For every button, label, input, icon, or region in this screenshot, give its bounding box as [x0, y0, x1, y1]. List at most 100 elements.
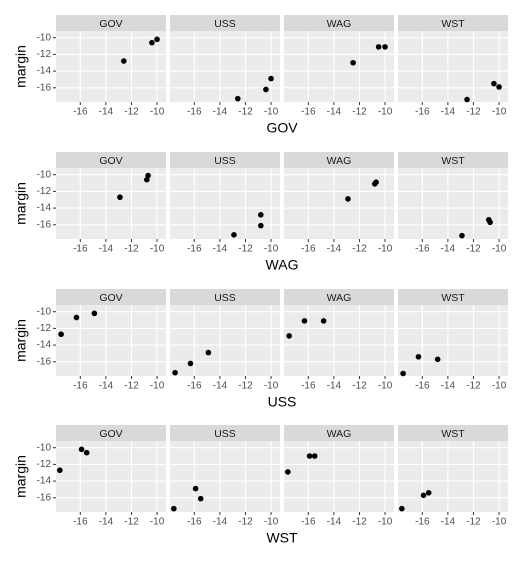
x-tick-label: -14: [99, 517, 114, 528]
x-tick-label: -14: [441, 244, 456, 255]
strip: [398, 152, 508, 168]
panel: [284, 305, 394, 376]
x-tick-label: -10: [264, 517, 279, 528]
x-tick-label: -14: [327, 244, 342, 255]
strip: [284, 289, 394, 305]
x-tick-label: -12: [352, 107, 367, 118]
point: [154, 36, 160, 43]
panel: [56, 441, 166, 512]
x-tick-label: -12: [238, 107, 253, 118]
point: [192, 485, 199, 492]
panel: [170, 305, 280, 376]
x-tick-label: -12: [352, 381, 367, 392]
x-tick-label: -10: [492, 381, 507, 392]
facet-label: USS: [214, 155, 236, 167]
y-tick-label: -16: [37, 82, 52, 93]
point: [301, 318, 308, 324]
y-tick-label: -14: [37, 66, 52, 77]
x-tick-label: -14: [99, 244, 114, 255]
y-axis-title: margin: [13, 455, 29, 498]
x-tick-label: -16: [301, 517, 316, 528]
point: [234, 95, 241, 102]
x-tick-label: -10: [150, 381, 165, 392]
x-tick-label: -12: [124, 107, 139, 118]
x-tick-label: -12: [352, 244, 367, 255]
panel: [56, 168, 166, 239]
y-tick-label: -10: [37, 32, 52, 43]
point: [171, 505, 177, 512]
point: [91, 310, 98, 317]
y-tick-label: -16: [37, 356, 52, 367]
point: [350, 59, 356, 66]
y-axis-title: margin: [13, 45, 29, 88]
panel: [56, 305, 166, 376]
point: [487, 219, 493, 226]
strip: [56, 425, 166, 441]
x-tick-label: -14: [441, 517, 456, 528]
x-tick-label: -16: [73, 244, 88, 255]
point: [145, 172, 151, 179]
x-tick-label: -12: [238, 517, 253, 528]
point: [496, 84, 502, 90]
facet-label: GOV: [99, 155, 122, 167]
y-tick-label: -14: [37, 340, 52, 351]
x-tick-label: -12: [466, 381, 481, 392]
x-tick-label: -12: [352, 517, 367, 528]
point: [58, 331, 64, 338]
point: [83, 449, 90, 456]
point: [399, 505, 405, 512]
x-tick-label: -10: [378, 244, 393, 255]
facet-label: WAG: [327, 155, 352, 167]
strip: [284, 152, 394, 168]
x-tick-label: -10: [264, 244, 279, 255]
panel: [398, 305, 508, 376]
panel: [170, 441, 280, 512]
point: [345, 196, 351, 202]
x-tick-label: -16: [187, 381, 202, 392]
x-axis-title: USS: [268, 394, 297, 410]
point: [149, 39, 155, 46]
y-tick-label: -10: [37, 306, 52, 317]
panel: [170, 31, 280, 102]
x-tick-label: -12: [124, 381, 139, 392]
y-tick-label: -14: [37, 476, 52, 487]
x-tick-label: -12: [466, 107, 481, 118]
x-tick-label: -16: [301, 107, 316, 118]
strip: [56, 289, 166, 305]
point: [415, 353, 422, 360]
x-tick-label: -12: [466, 244, 481, 255]
point: [78, 446, 85, 453]
x-tick-label: -10: [492, 107, 507, 118]
x-tick-label: -10: [492, 244, 507, 255]
x-tick-label: -10: [150, 244, 165, 255]
point: [311, 453, 318, 459]
panel: [56, 31, 166, 102]
panel: [284, 31, 394, 102]
panel: [398, 441, 508, 512]
facet-label: USS: [214, 18, 236, 30]
point: [420, 492, 427, 499]
point: [73, 314, 80, 321]
y-tick-label: -10: [37, 442, 52, 453]
x-tick-label: -14: [213, 517, 228, 528]
panel: [284, 441, 394, 512]
x-tick-label: -16: [73, 381, 88, 392]
x-tick-label: -10: [264, 381, 279, 392]
strip: [170, 15, 280, 31]
strip: [170, 289, 280, 305]
x-tick-label: -10: [150, 517, 165, 528]
x-tick-label: -12: [238, 244, 253, 255]
strip: [56, 15, 166, 31]
x-tick-label: -16: [415, 244, 430, 255]
facet-label: WST: [441, 155, 465, 167]
y-axis-title: margin: [13, 319, 29, 362]
point: [373, 179, 379, 185]
y-tick-label: -12: [37, 323, 52, 334]
x-tick-label: -16: [301, 381, 316, 392]
y-tick-label: -12: [37, 459, 52, 470]
facet-label: WST: [441, 18, 465, 30]
x-tick-label: -16: [415, 107, 430, 118]
point: [320, 318, 327, 324]
x-tick-label: -10: [378, 381, 393, 392]
point: [197, 495, 204, 502]
